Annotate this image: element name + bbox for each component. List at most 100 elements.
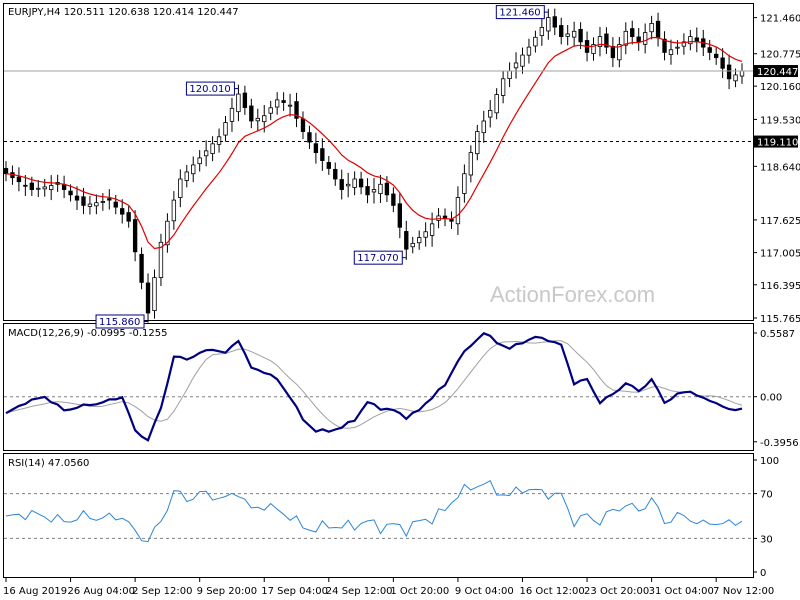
macd-panel-title: MACD(12,26,9) -0.0995 -0.1255 (8, 328, 168, 339)
price-axis-label: 116.395 (760, 281, 800, 292)
candle-body (623, 30, 628, 46)
candle-body (16, 176, 22, 183)
candle-body (488, 110, 493, 118)
annotation-label: 121.460 (499, 8, 540, 19)
candle-body (94, 202, 99, 207)
candle-body (417, 237, 422, 244)
candle-body (287, 104, 293, 107)
candle-body (203, 150, 209, 157)
candle-body (307, 132, 312, 143)
candle-body (404, 231, 409, 250)
candle-body (526, 46, 532, 56)
candle-body (533, 36, 538, 47)
candle-body (281, 100, 286, 103)
candle-body (171, 199, 177, 222)
candle-body (726, 64, 732, 80)
time-axis-label: 7 Nov 12:00 (713, 586, 774, 597)
candle-body (345, 183, 351, 187)
rsi-axis-label: 100 (760, 456, 779, 467)
candle-body (675, 46, 680, 49)
price-axis-label: 120.160 (760, 82, 800, 93)
candle-body (191, 164, 196, 175)
candle-body (539, 27, 545, 36)
candle-body (313, 143, 319, 154)
candle-body (294, 101, 299, 119)
time-axis-label: 2 Sep 12:00 (132, 586, 192, 597)
rsi-axis-label: 0 (760, 568, 766, 579)
candle-body (655, 20, 661, 39)
candle-body (500, 78, 506, 96)
level-price-tag-text: 119.110 (757, 138, 798, 149)
macd-signal-line (5, 340, 743, 429)
candle-body (249, 105, 254, 122)
candle-body (23, 184, 28, 187)
candle-body (384, 182, 390, 196)
candle-body (352, 178, 357, 188)
candle-body (668, 49, 674, 55)
candle-body (255, 117, 260, 122)
candle-body (371, 189, 377, 193)
candle-body (358, 178, 364, 188)
macd-axis-label: -0.3956 (760, 438, 799, 449)
level-price-tag (754, 135, 798, 148)
moving-average-line (5, 36, 743, 250)
time-axis-label: 16 Aug 2019 (3, 586, 67, 597)
candle-body (274, 99, 280, 108)
candle-body (145, 282, 151, 314)
candle-body (597, 36, 603, 48)
price-axis-label: 120.775 (760, 50, 800, 61)
candle-body (739, 70, 745, 77)
candle-body (481, 120, 486, 134)
candle-body (339, 179, 344, 190)
candle-body (565, 33, 570, 37)
candle-body (126, 212, 131, 222)
candle-body (649, 23, 654, 33)
candle-body (520, 54, 525, 67)
candle-body (468, 152, 474, 176)
candle-body (178, 178, 183, 198)
candle-body (81, 196, 86, 206)
rsi-axis-label: 70 (760, 490, 773, 501)
time-axis-label: 24 Sep 12:00 (326, 586, 393, 597)
candle-body (630, 28, 635, 37)
candle-body (300, 118, 306, 132)
axes: 121.460 120.775 120.160 119.530 118.640 117.6… (3, 14, 800, 597)
candle-body (158, 241, 164, 278)
current-price-tag (754, 65, 798, 78)
candle-body (229, 107, 235, 122)
candle-body (100, 201, 106, 203)
candle-body (197, 157, 202, 165)
candle-body (42, 186, 47, 190)
price-axis-label: 119.530 (760, 115, 800, 126)
annotation-label: 120.010 (189, 84, 230, 95)
time-axis-label: 9 Sep 20:00 (197, 586, 257, 597)
candle-body (236, 93, 241, 113)
time-axis-label: 9 Oct 04:00 (455, 586, 514, 597)
macd-panel-frame (3, 323, 754, 451)
candle-body (365, 186, 370, 196)
candle-body (223, 122, 228, 136)
candle-body (578, 28, 583, 43)
annotation-label: 115.860 (99, 317, 140, 328)
candle-body (113, 201, 118, 208)
candle-body (714, 53, 719, 59)
candle-body (513, 62, 519, 69)
candle-body (642, 32, 648, 45)
candle-body (571, 30, 577, 38)
time-axis-label: 17 Sep 04:00 (261, 586, 328, 597)
candle-body (320, 148, 325, 161)
time-axis-label: 26 Aug 04:00 (68, 586, 135, 597)
candle-body (378, 183, 383, 194)
candle-body (68, 190, 73, 196)
candle-body (720, 57, 725, 69)
price-axis-label: 118.640 (760, 162, 800, 173)
candle-body (184, 171, 189, 181)
rsi-panel-frame (3, 453, 754, 578)
price-axis-label: 117.005 (760, 249, 800, 260)
candle-body (733, 74, 738, 82)
candle-body (397, 203, 403, 228)
candle-body (210, 143, 215, 154)
rsi-panel-title: RSI(14) 47.0560 (8, 458, 89, 469)
current-price-tag-text: 120.447 (757, 67, 798, 78)
